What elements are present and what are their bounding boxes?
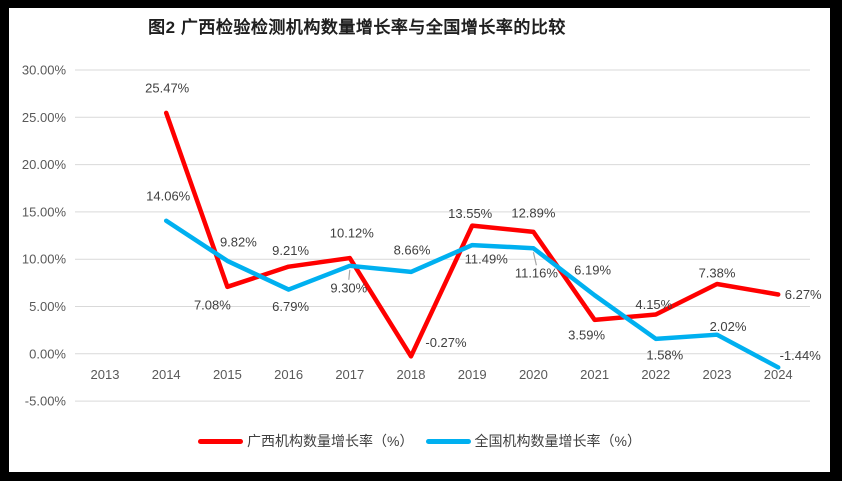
- data-label: 1.58%: [646, 347, 683, 362]
- x-tick-label: 2020: [519, 367, 548, 382]
- y-tick-label: 10.00%: [22, 252, 67, 267]
- x-tick-label: 2018: [397, 367, 426, 382]
- data-label: 12.89%: [511, 205, 556, 220]
- data-label: -1.44%: [780, 348, 822, 363]
- data-label: 6.27%: [785, 287, 822, 302]
- data-label: 9.30%: [330, 280, 367, 295]
- data-label: 11.49%: [465, 252, 509, 267]
- data-label: 2.02%: [710, 319, 747, 334]
- data-label: 6.19%: [574, 263, 611, 278]
- data-label: 7.08%: [194, 297, 231, 312]
- chart-canvas: [9, 8, 830, 472]
- legend-item-guangxi: 广西机构数量增长率（%）: [198, 431, 414, 451]
- data-label: 3.59%: [568, 327, 605, 342]
- data-label: 13.55%: [448, 206, 493, 221]
- y-tick-label: 25.00%: [22, 110, 67, 125]
- series-line-1: [163, 218, 781, 370]
- label-leader-line: [348, 269, 351, 280]
- chart-title: 图2 广西检验检测机构数量增长率与全国增长率的比较: [148, 18, 566, 37]
- data-label: 9.21%: [272, 243, 309, 258]
- y-tick-label: 0.00%: [29, 346, 66, 361]
- data-label: 8.66%: [394, 242, 431, 257]
- y-tick-label: 5.00%: [29, 299, 66, 314]
- x-tick-label: 2014: [152, 367, 181, 382]
- y-tick-label: 20.00%: [22, 157, 67, 172]
- blue-line-swatch-icon: [425, 438, 471, 444]
- legend: 广西机构数量增长率（%） 全国机构数量增长率（%）: [9, 430, 830, 452]
- legend-label-national: 全国机构数量增长率（%）: [474, 433, 641, 449]
- data-label: 11.16%: [515, 266, 559, 281]
- red-line-swatch-icon: [198, 438, 244, 444]
- data-label: 14.06%: [146, 188, 191, 203]
- x-tick-label: 2022: [641, 367, 670, 382]
- x-tick-label: 2023: [703, 367, 732, 382]
- data-label: 4.15%: [635, 297, 672, 312]
- x-tick-label: 2019: [458, 367, 487, 382]
- series-line-0: [163, 110, 781, 359]
- x-tick-label: 2021: [580, 367, 609, 382]
- label-leader-line: [532, 252, 537, 266]
- x-tick-label: 2015: [213, 367, 242, 382]
- legend-item-national: 全国机构数量增长率（%）: [425, 431, 641, 451]
- data-label: 25.47%: [145, 80, 190, 95]
- y-tick-label: 15.00%: [22, 204, 67, 219]
- data-label: 9.82%: [220, 234, 257, 249]
- y-tick-label: 30.00%: [22, 63, 67, 78]
- x-tick-label: 2013: [91, 367, 120, 382]
- y-tick-label: -5.00%: [25, 394, 67, 409]
- x-tick-label: 2017: [335, 367, 364, 382]
- x-tick-label: 2024: [764, 367, 793, 382]
- legend-label-guangxi: 广西机构数量增长率（%）: [247, 433, 414, 449]
- data-label: -0.27%: [425, 335, 467, 350]
- x-tick-label: 2016: [274, 367, 303, 382]
- data-label: 10.12%: [330, 226, 375, 241]
- data-label: 6.79%: [272, 299, 309, 314]
- data-label: 7.38%: [699, 265, 736, 280]
